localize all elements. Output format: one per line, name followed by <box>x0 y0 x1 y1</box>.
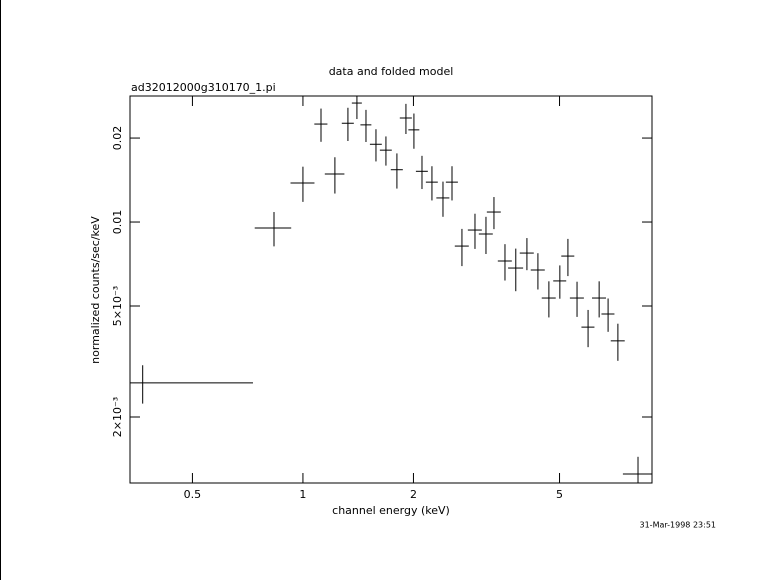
chart-subtitle: ad32012000g310170_1.pi <box>131 81 276 94</box>
x-axis-label: channel energy (keV) <box>332 504 450 517</box>
timestamp: 31-Mar-1998 23:51 <box>640 521 717 530</box>
x-tick-label: 1 <box>299 488 306 501</box>
y-tick-label: 2×10⁻³ <box>111 397 124 437</box>
data-layer <box>130 96 652 483</box>
x-tick-label: 5 <box>556 488 563 501</box>
y-tick-label: 0.02 <box>111 126 124 151</box>
y-tick-label: 0.01 <box>111 210 124 235</box>
x-tick-label: 0.5 <box>184 488 202 501</box>
x-tick-label: 2 <box>410 488 417 501</box>
plot-frame <box>129 95 653 484</box>
chart-title: data and folded model <box>329 65 454 78</box>
y-axis-label: normalized counts/sec/keV <box>89 216 102 364</box>
y-tick-label: 5×10⁻³ <box>111 286 124 326</box>
